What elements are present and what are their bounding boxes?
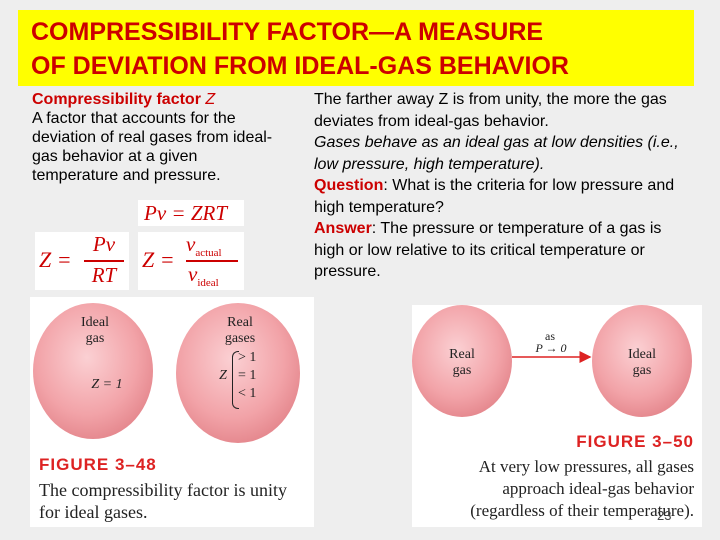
ideal-z-value: Z = 1 <box>91 377 123 392</box>
ideal-gas-label: Ideal gas <box>620 347 664 379</box>
figure-3-48-caption-line-1: The compressibility factor is unity <box>39 480 287 500</box>
answer-text: : The pressure or temperature of a gas i… <box>314 220 662 280</box>
ideal-gas-ball <box>33 303 153 439</box>
equation-3-numerator: vactual <box>186 232 222 259</box>
answer-label: Answer <box>314 220 372 237</box>
equation-3-den-var: v <box>188 262 198 286</box>
ideal-gas-label-2: gas <box>85 331 105 346</box>
figure-3-50-title: FIGURE 3–50 <box>576 432 694 451</box>
figure-3-50-caption-line-2: approach ideal-gas behavior <box>502 479 694 498</box>
figure-3-48-title: FIGURE 3–48 <box>39 455 157 474</box>
explanation-paragraph-2: Gases behave as an ideal gas at low dens… <box>314 134 679 173</box>
condition-less: < 1 <box>238 386 257 401</box>
figure-3-50: Real gas as P → 0 Ideal gas FIGURE 3–50 … <box>412 305 702 527</box>
real-z-conditions: > 1 = 1 < 1 <box>238 349 266 403</box>
answer-paragraph: Answer: The pressure or temperature of a… <box>314 218 694 283</box>
fraction-bar <box>186 260 238 262</box>
equation-3-num-sub: actual <box>195 247 222 260</box>
question-label: Question <box>314 177 384 194</box>
fraction-bar <box>84 260 124 262</box>
figure-3-48-caption: The compressibility factor is unity for … <box>39 479 287 523</box>
ideal-gas-label: Ideal gas <box>75 315 115 347</box>
equation-3-num-var: v <box>186 232 196 256</box>
real-gas-label-2: gas <box>452 363 472 378</box>
real-gas-label-2: gases <box>224 331 256 346</box>
equation-z-definition: Z = Pv RT <box>35 232 129 290</box>
real-gas-label: Real gases <box>218 315 262 347</box>
slide-title-line-2: OF DEVIATION FROM IDEAL-GAS BEHAVIOR <box>31 52 569 80</box>
ideal-gas-ball <box>592 305 692 417</box>
real-gas-ball <box>412 305 512 417</box>
equation-3-lhs: Z = <box>142 247 175 272</box>
real-gas-ball <box>176 303 300 443</box>
arrow-label-top: as <box>545 329 555 343</box>
ideal-gas-label-1: Ideal <box>81 315 109 330</box>
condition-equal: = 1 <box>238 368 257 383</box>
ideal-gas-label-1: Ideal <box>628 347 656 362</box>
page-number: 23 <box>657 508 672 523</box>
term-label: Compressibility factor <box>32 91 201 108</box>
figure-3-50-illustration <box>412 305 692 417</box>
figure-3-48-caption-line-2: for ideal gases. <box>39 502 148 522</box>
question-text: : What is the criteria for low pressure … <box>314 177 675 216</box>
equation-2-numerator: Pv <box>92 232 116 256</box>
figure-3-48-illustration <box>33 303 300 443</box>
equation-z-volume-ratio: Z = vactual videal <box>138 232 244 290</box>
figure-3-50-caption-line-3: (regardless of their temperature). <box>470 501 694 520</box>
equation-3-denominator: videal <box>188 262 219 289</box>
figure-3-50-caption-line-1: At very low pressures, all gases <box>478 457 694 476</box>
title-banner: COMPRESSIBILITY FACTOR—A MEASURE OF DEVI… <box>18 10 694 86</box>
explanation-block: The farther away Z is from unity, the mo… <box>314 89 694 283</box>
figure-3-48: Ideal gas Z = 1 Real gases Z > 1 = 1 < 1… <box>30 297 314 527</box>
equation-2-denominator: RT <box>91 263 117 287</box>
brace <box>232 351 239 409</box>
real-gas-label-1: Real <box>449 347 475 362</box>
question-paragraph: Question: What is the criteria for low p… <box>314 175 694 218</box>
ideal-gas-label-2: gas <box>632 363 652 378</box>
arrow-label-bottom: P → 0 <box>535 341 567 355</box>
equation-1-text: Pv = ZRT <box>144 201 228 225</box>
real-gas-label-1: Real <box>227 315 253 330</box>
definition-text: A factor that accounts for the deviation… <box>32 110 273 184</box>
equation-2-lhs: Z = <box>39 247 72 272</box>
real-z-symbol: Z <box>219 368 227 383</box>
condition-greater: > 1 <box>238 350 257 365</box>
figure-3-50-caption: At very low pressures, all gases approac… <box>470 456 694 522</box>
explanation-paragraph-1: The farther away Z is from unity, the mo… <box>314 91 667 130</box>
slide-title-line-1: COMPRESSIBILITY FACTOR—A MEASURE <box>31 18 544 46</box>
equation-ideal-gas-law: Pv = ZRT <box>138 200 244 226</box>
definition-block: Compressibility factor Z A factor that a… <box>32 90 282 185</box>
equation-3-den-sub: ideal <box>197 277 219 290</box>
term-variable: Z <box>205 91 216 108</box>
real-gas-label: Real gas <box>442 347 482 379</box>
